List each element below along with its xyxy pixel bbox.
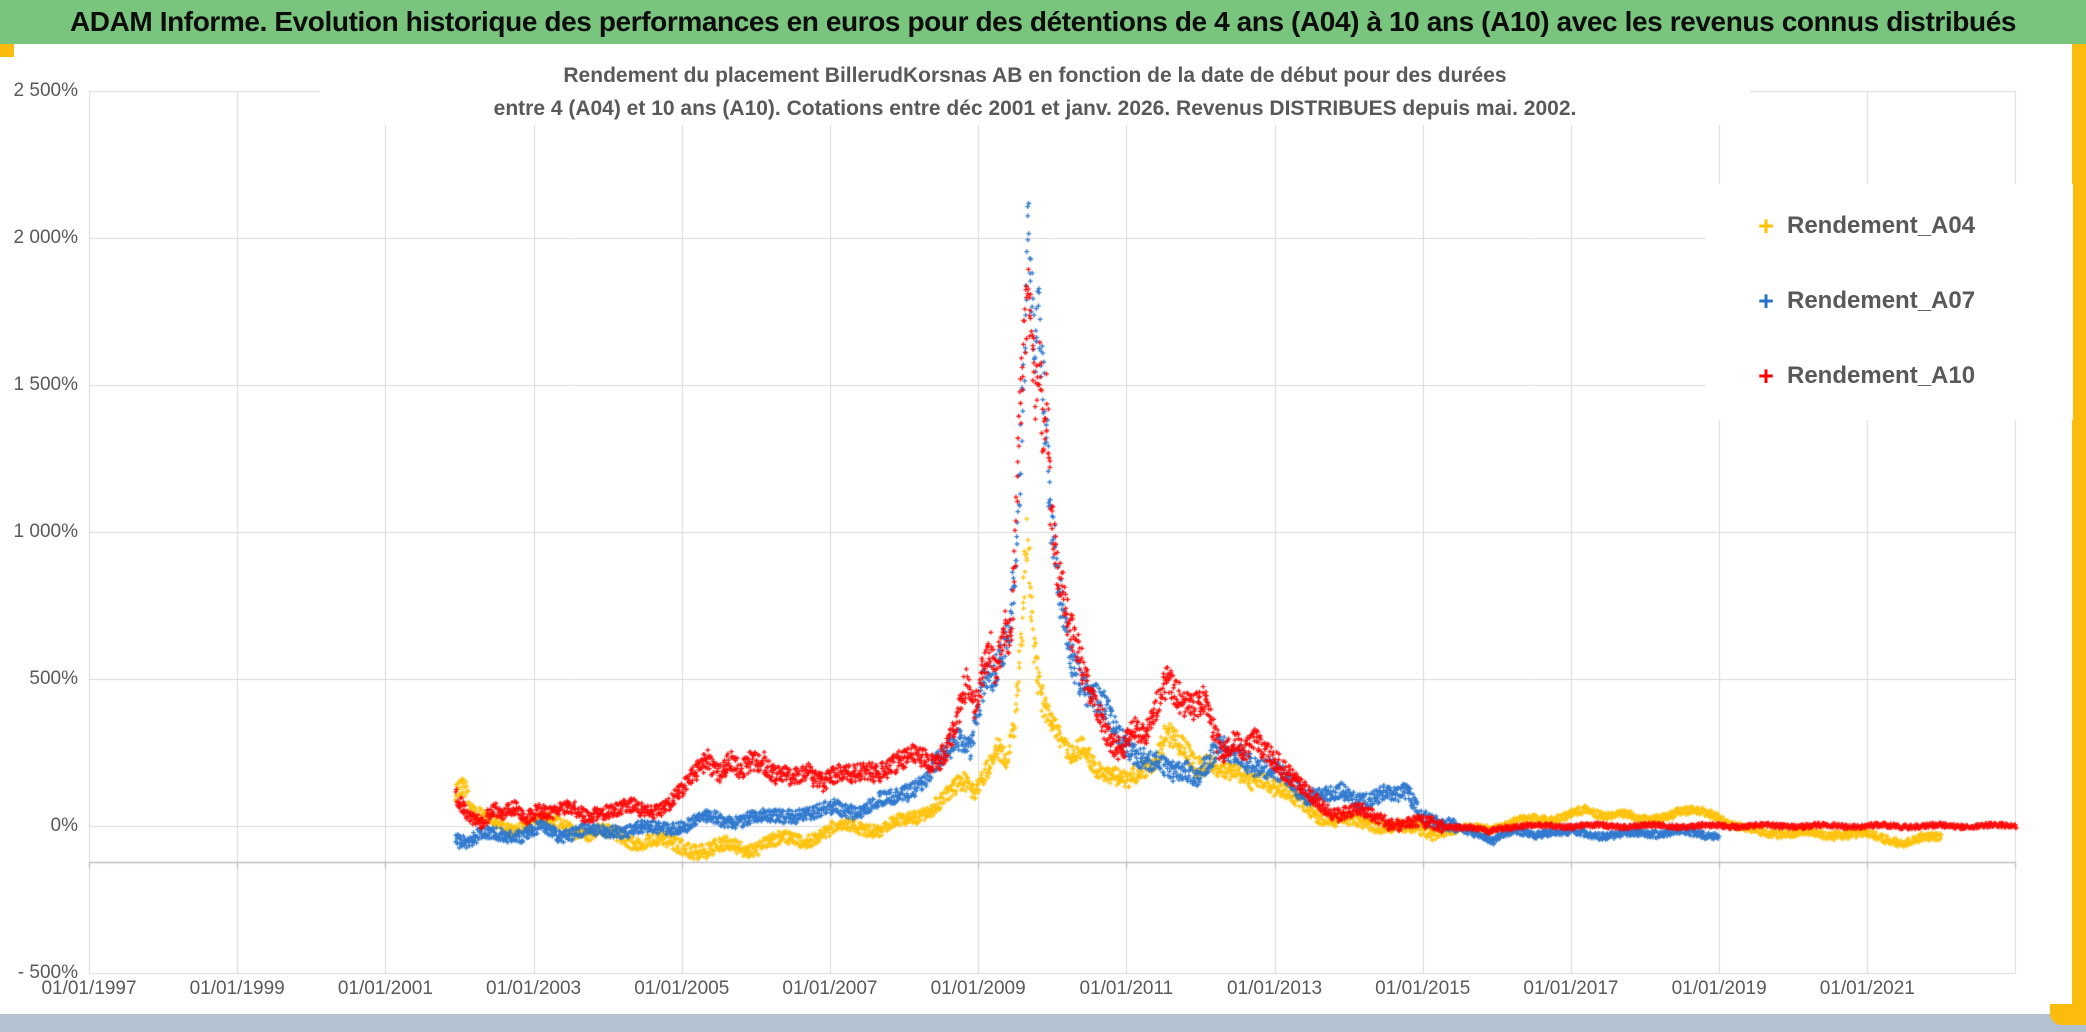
y-axis-tick-label: 1 000% (13, 521, 78, 542)
plus-marker-icon: + (1758, 210, 1774, 241)
x-axis-tick-label: 01/01/1997 (41, 978, 137, 999)
legend-label: Rendement_A10 (1787, 362, 1976, 389)
y-axis-tick-label: 2 000% (13, 227, 78, 248)
x-axis-tick-label: 01/01/2015 (1375, 978, 1471, 999)
window-frame-left-corner (0, 44, 14, 57)
chart-title-line1: Rendement du placement BillerudKorsnas A… (563, 64, 1507, 87)
window-frame-bottom-right-corner (2050, 1004, 2086, 1025)
y-axis-tick-label: 1 500% (13, 374, 78, 395)
x-axis-tick-label: 01/01/2013 (1226, 978, 1323, 999)
window-frame-right (2072, 44, 2086, 1012)
x-axis-tick-label: 01/01/2005 (634, 978, 730, 999)
legend-item: + Rendement_A07 (1705, 273, 2073, 329)
x-axis-tick-label: 01/01/2011 (1079, 978, 1174, 999)
y-axis-tick-label: - 500% (17, 962, 78, 983)
y-axis-tick-label: 500% (29, 668, 78, 689)
chart-title: Rendement du placement BillerudKorsnas A… (320, 59, 1750, 125)
plus-marker-icon: + (1758, 285, 1774, 316)
header-banner: ADAM Informe. Evolution historique des p… (0, 0, 2086, 44)
y-axis-tick-label: 2 500% (13, 80, 78, 101)
x-axis-tick-label: 01/01/1999 (189, 978, 285, 999)
horizontal-scrollbar-track (0, 1014, 2086, 1032)
chart-legend: + Rendement_A04 + Rendement_A07 + Rendement_A… (1705, 184, 2073, 420)
x-axis-tick-label: 01/01/2021 (1819, 978, 1915, 999)
x-axis-tick-label: 01/01/2001 (337, 978, 433, 999)
x-axis-tick-label: 01/01/2019 (1671, 978, 1767, 999)
chart-title-line2: entre 4 (A04) et 10 ans (A10). Cotations… (493, 97, 1577, 120)
x-axis-tick-label: 01/01/2003 (486, 978, 582, 999)
x-axis-tick-label: 01/01/2009 (930, 978, 1026, 999)
legend-label: Rendement_A07 (1787, 287, 1976, 314)
y-axis-tick-label: 0% (50, 815, 78, 836)
x-axis-tick-label: 01/01/2007 (782, 978, 878, 999)
legend-item: + Rendement_A10 (1705, 348, 2073, 404)
legend-item: + Rendement_A04 (1705, 198, 2073, 254)
x-axis-tick-label: 01/01/2017 (1523, 978, 1619, 999)
plus-marker-icon: + (1758, 360, 1774, 391)
banner-title: ADAM Informe. Evolution historique des p… (69, 6, 2017, 37)
legend-label: Rendement_A04 (1787, 212, 1976, 239)
